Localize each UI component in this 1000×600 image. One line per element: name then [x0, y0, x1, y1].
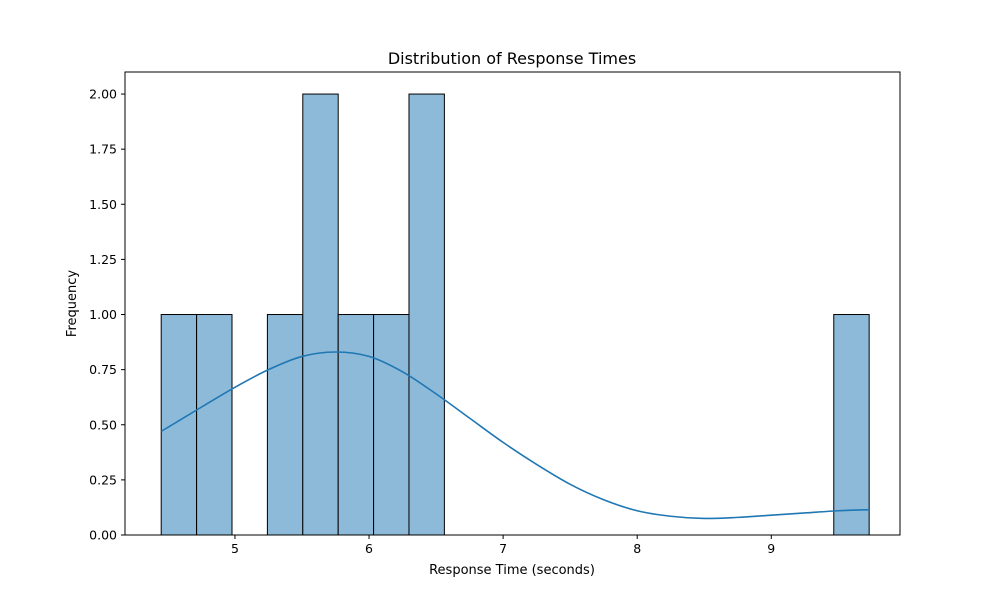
x-tick-label: 8 [633, 541, 641, 556]
chart-title: Distribution of Response Times [388, 49, 636, 68]
x-tick-label: 7 [499, 541, 507, 556]
x-tick-label: 9 [767, 541, 775, 556]
y-axis-label: Frequency [65, 270, 80, 337]
histogram-bar [833, 314, 870, 536]
y-tick-label: 0.25 [89, 472, 117, 487]
histogram-bar [266, 314, 304, 536]
y-axis-ticks: 0.00 0.25 0.50 0.75 1.00 1.25 1.50 1.75 2.00 [89, 87, 125, 543]
histogram-bar [302, 93, 339, 536]
y-tick-label: 0.50 [89, 417, 117, 432]
y-tick-label: 1.75 [89, 142, 117, 157]
histogram-bar [408, 93, 445, 536]
x-axis-ticks: 5 6 7 8 9 [231, 535, 775, 556]
y-tick-label: 1.25 [89, 252, 117, 267]
histogram-bar [196, 314, 233, 536]
y-tick-label: 0.00 [89, 528, 117, 543]
x-tick-label: 5 [231, 541, 239, 556]
y-tick-label: 2.00 [89, 87, 117, 102]
kde-curve [160, 351, 870, 520]
histogram-bar [160, 314, 198, 536]
y-tick-label: 1.50 [89, 197, 117, 212]
plot-frame [124, 71, 901, 536]
histogram-bars [160, 93, 870, 536]
x-axis-label: Response Time (seconds) [429, 563, 595, 578]
x-tick-label: 6 [365, 541, 373, 556]
y-tick-label: 0.75 [89, 362, 117, 377]
y-tick-label: 1.00 [89, 307, 117, 322]
histogram-bar [337, 314, 375, 536]
histogram-bar [373, 314, 410, 536]
